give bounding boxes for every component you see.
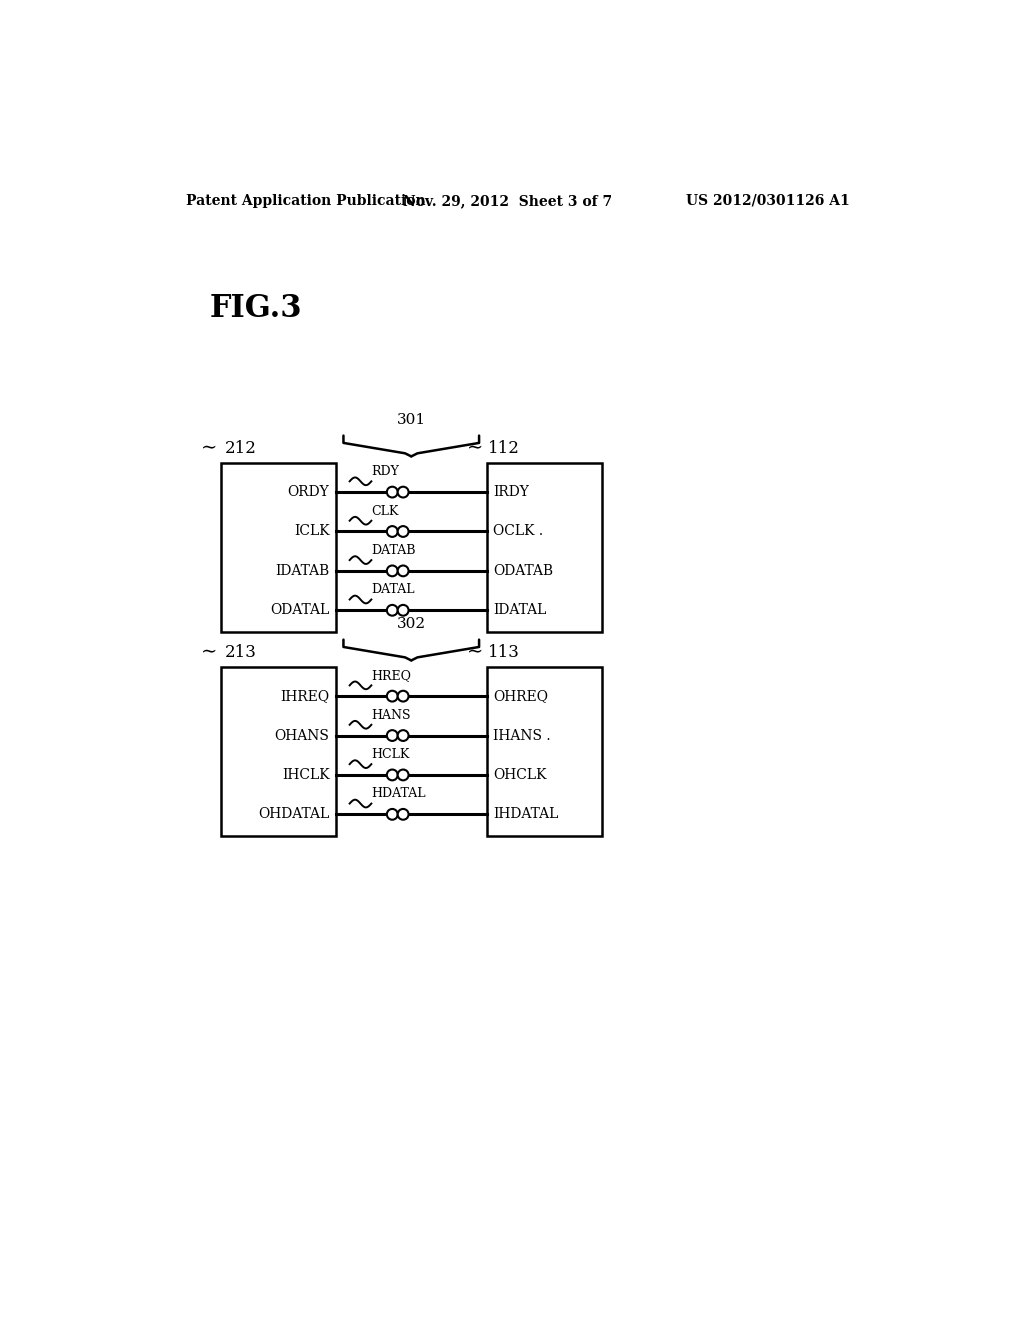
Bar [486, 462, 601, 632]
Circle shape [387, 605, 397, 615]
Text: OHANS: OHANS [274, 729, 330, 743]
Circle shape [397, 690, 409, 701]
Text: OHCLK: OHCLK [493, 768, 547, 781]
Text: ∼: ∼ [467, 440, 483, 458]
Circle shape [397, 770, 409, 780]
Text: CLK: CLK [372, 504, 398, 517]
Text: HCLK: HCLK [372, 748, 410, 762]
Text: IHCLK: IHCLK [282, 768, 330, 781]
Text: 301: 301 [396, 413, 426, 428]
Text: HREQ: HREQ [372, 669, 412, 682]
Text: ORDY: ORDY [288, 484, 330, 499]
Circle shape [397, 730, 409, 741]
Bar [221, 462, 336, 632]
Circle shape [397, 809, 409, 820]
Text: ODATAB: ODATAB [493, 564, 553, 578]
Circle shape [387, 487, 397, 498]
Text: ∼: ∼ [201, 644, 217, 661]
Text: 112: 112 [488, 440, 520, 457]
Text: DATAL: DATAL [372, 583, 415, 597]
Text: OHREQ: OHREQ [493, 689, 548, 704]
Text: ICLK: ICLK [294, 524, 330, 539]
Circle shape [387, 527, 397, 537]
Circle shape [387, 770, 397, 780]
Text: US 2012/0301126 A1: US 2012/0301126 A1 [686, 194, 850, 207]
Text: IHREQ: IHREQ [281, 689, 330, 704]
Text: RDY: RDY [372, 465, 399, 478]
Text: Nov. 29, 2012  Sheet 3 of 7: Nov. 29, 2012 Sheet 3 of 7 [403, 194, 612, 207]
Text: ∼: ∼ [467, 644, 483, 661]
Text: OHDATAL: OHDATAL [258, 808, 330, 821]
Text: 212: 212 [225, 440, 257, 457]
Text: IDATAL: IDATAL [493, 603, 547, 618]
Circle shape [397, 605, 409, 615]
Circle shape [387, 809, 397, 820]
Text: HDATAL: HDATAL [372, 788, 426, 800]
Circle shape [387, 730, 397, 741]
Text: IRDY: IRDY [493, 484, 529, 499]
Text: IHDATAL: IHDATAL [493, 808, 558, 821]
Text: 213: 213 [225, 644, 257, 661]
Text: HANS: HANS [372, 709, 411, 722]
Circle shape [387, 565, 397, 577]
Text: ODATAL: ODATAL [270, 603, 330, 618]
Circle shape [397, 527, 409, 537]
Bar [221, 667, 336, 836]
Text: DATAB: DATAB [372, 544, 416, 557]
Circle shape [397, 487, 409, 498]
Text: IHANS .: IHANS . [493, 729, 551, 743]
Bar [486, 667, 601, 836]
Text: 113: 113 [488, 644, 520, 661]
Text: OCLK .: OCLK . [493, 524, 543, 539]
Circle shape [397, 565, 409, 577]
Text: FIG.3: FIG.3 [209, 293, 302, 323]
Text: IDATAB: IDATAB [275, 564, 330, 578]
Text: Patent Application Publication: Patent Application Publication [186, 194, 426, 207]
Circle shape [387, 690, 397, 701]
Text: ∼: ∼ [201, 440, 217, 458]
Text: 302: 302 [396, 618, 426, 631]
